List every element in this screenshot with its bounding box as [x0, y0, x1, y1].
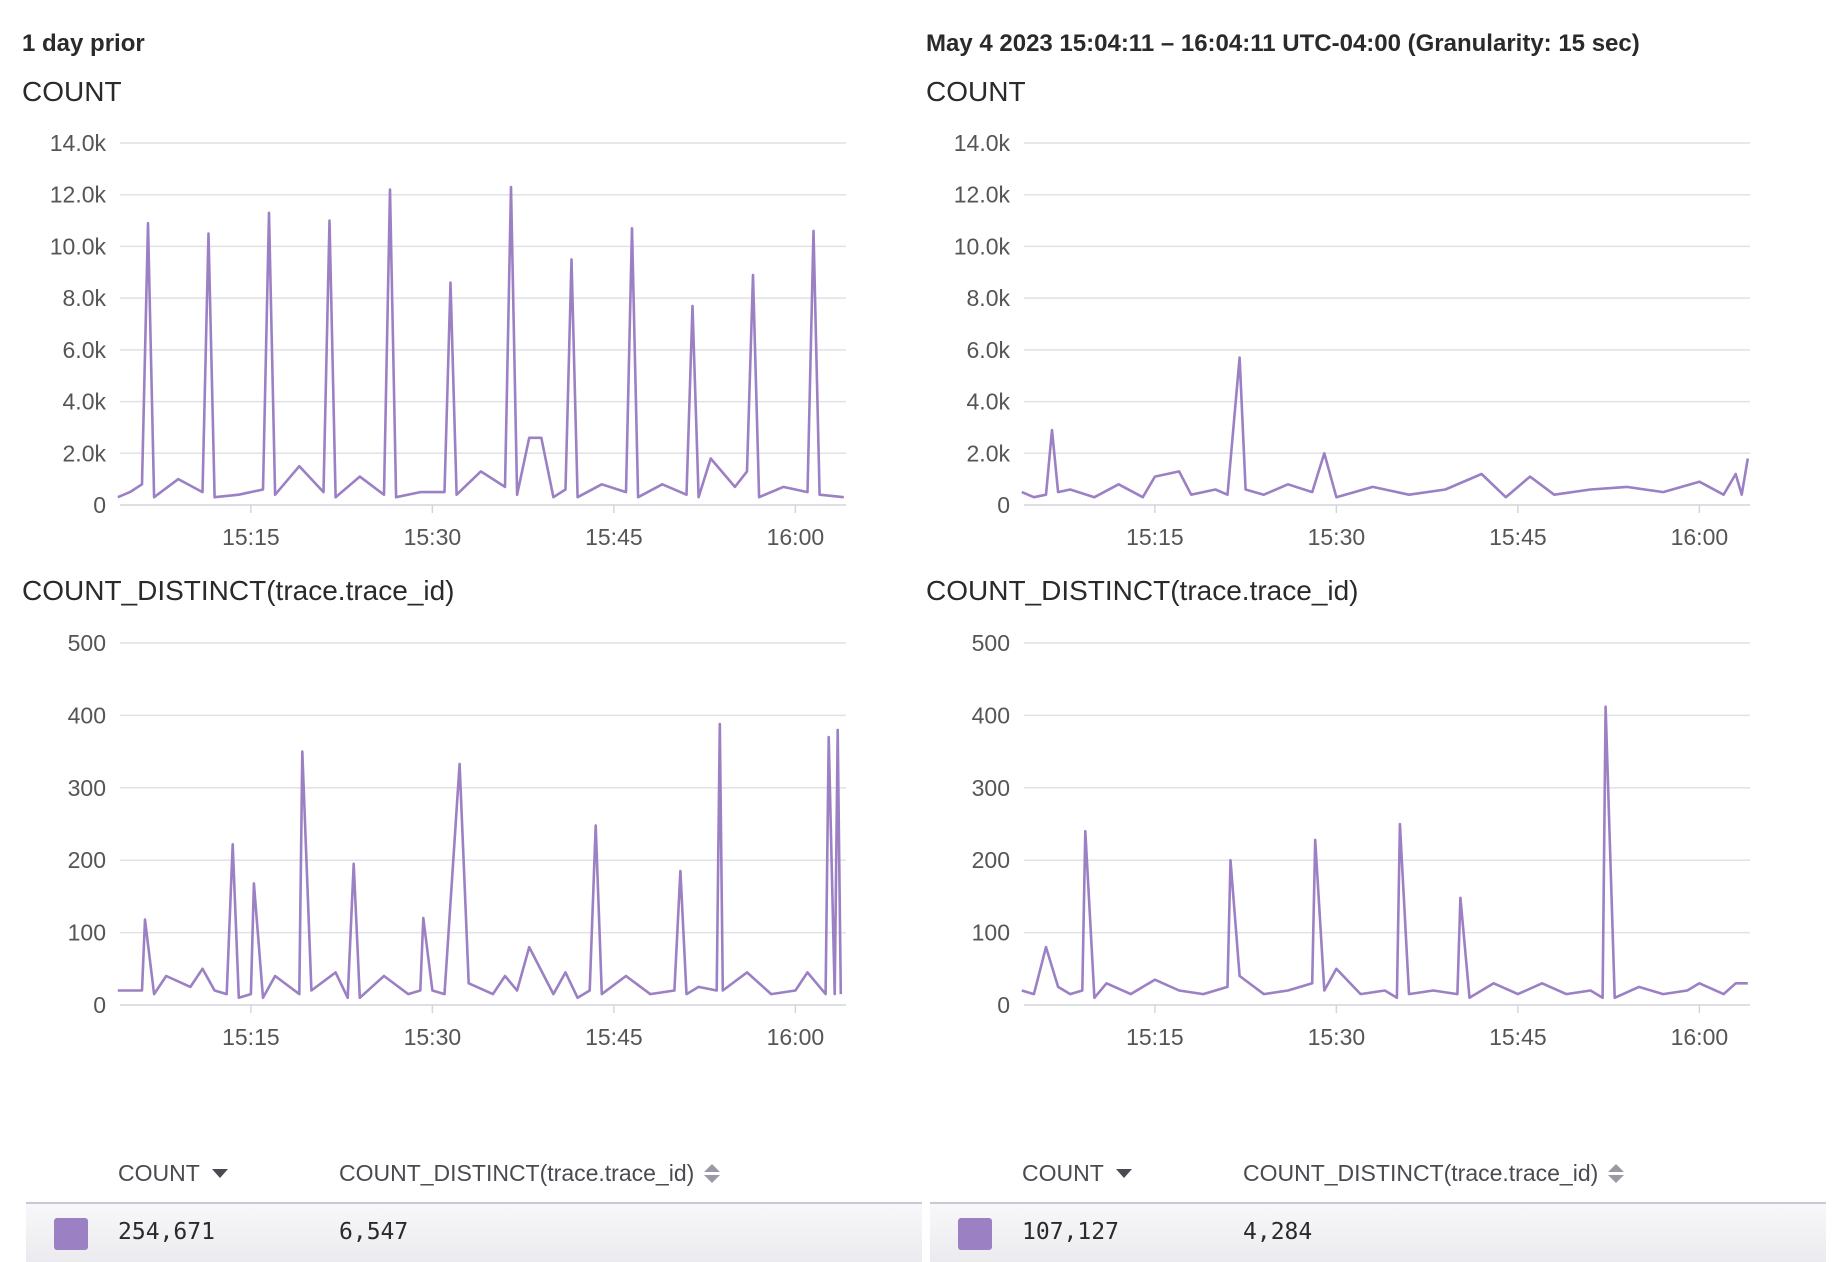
- y-tick-label: 2.0k: [63, 440, 107, 466]
- sort-toggle-icon[interactable]: [704, 1164, 721, 1183]
- count-chart[interactable]: 0 2.0k 4.0k 6.0k 8.0k 10.0k 12.0k 14.0k 15:15 15:…: [904, 125, 1808, 565]
- series-line[interactable]: [117, 722, 843, 1000]
- series-line[interactable]: [1021, 356, 1750, 499]
- chart-title-count-distinct: COUNT_DISTINCT(trace.trace_id): [22, 575, 455, 606]
- y-tick-label: 4.0k: [967, 389, 1011, 415]
- count-chart[interactable]: 0 2.0k 4.0k 6.0k 8.0k 10.0k 12.0k 14.0k 15:15 15:…: [0, 125, 904, 565]
- cell-count: 107,127: [1022, 1219, 1119, 1245]
- table-row[interactable]: 254,671 6,547: [26, 1204, 922, 1262]
- table-header-row: COUNT COUNT_DISTINCT(trace.trace_id): [930, 1148, 1826, 1204]
- y-tick-label: 10.0k: [50, 233, 107, 259]
- x-tick-label: 15:45: [585, 1024, 643, 1050]
- y-tick-label: 300: [68, 775, 106, 801]
- y-tick-label: 4.0k: [63, 389, 107, 415]
- y-tick-label: 400: [68, 702, 106, 728]
- y-tick-label: 12.0k: [954, 182, 1011, 208]
- series-color-swatch: [958, 1218, 992, 1250]
- x-tick-label: 15:45: [1489, 1024, 1547, 1050]
- table-header-row: COUNT COUNT_DISTINCT(trace.trace_id): [26, 1148, 922, 1204]
- chart-title-count: COUNT: [22, 76, 122, 107]
- column-header-count-distinct[interactable]: COUNT_DISTINCT(trace.trace_id): [339, 1160, 721, 1187]
- y-tick-label: 400: [972, 702, 1010, 728]
- panel-header: May 4 2023 15:04:11 – 16:04:11 UTC-04:00…: [926, 30, 1640, 57]
- x-tick-label: 15:30: [404, 524, 462, 550]
- chart-title-count: COUNT: [926, 76, 1026, 107]
- column-header-count[interactable]: COUNT: [118, 1160, 228, 1187]
- y-tick-label: 6.0k: [63, 337, 107, 363]
- y-tick-label: 0: [997, 492, 1010, 518]
- series-line[interactable]: [1021, 705, 1748, 1000]
- y-tick-label: 300: [972, 775, 1010, 801]
- count-distinct-chart[interactable]: 0 100 200 300 400 500 15:15 15:30 15:45 16:00: [0, 625, 904, 1065]
- y-tick-label: 100: [68, 920, 106, 946]
- x-tick-label: 15:30: [404, 1024, 462, 1050]
- column-header-count-distinct-label: COUNT_DISTINCT(trace.trace_id): [339, 1160, 695, 1186]
- panel-current-range: May 4 2023 15:04:11 – 16:04:11 UTC-04:00…: [904, 0, 1826, 1262]
- x-tick-label: 16:00: [767, 524, 825, 550]
- y-tick-label: 200: [68, 847, 106, 873]
- x-tick-label: 16:00: [1671, 1024, 1729, 1050]
- table-row[interactable]: 107,127 4,284: [930, 1204, 1826, 1262]
- series-line[interactable]: [117, 185, 844, 499]
- y-tick-label: 14.0k: [954, 130, 1011, 156]
- y-tick-label: 6.0k: [967, 337, 1011, 363]
- y-tick-label: 8.0k: [63, 285, 107, 311]
- panel-one-day-prior: 1 day prior COUNT 0 2.0k 4.0k 6.0k 8.0k 10.0k…: [0, 0, 922, 1262]
- column-header-count[interactable]: COUNT: [1022, 1160, 1132, 1187]
- cell-count: 254,671: [118, 1219, 215, 1245]
- y-tick-label: 14.0k: [50, 130, 107, 156]
- count-distinct-chart[interactable]: 0 100 200 300 400 500 15:15 15:30 15:45 16:00: [904, 625, 1808, 1065]
- sort-descending-icon[interactable]: [1115, 1169, 1132, 1178]
- column-header-count-distinct[interactable]: COUNT_DISTINCT(trace.trace_id): [1243, 1160, 1625, 1187]
- column-header-count-distinct-label: COUNT_DISTINCT(trace.trace_id): [1243, 1160, 1599, 1186]
- column-header-count-label: COUNT: [1022, 1160, 1104, 1186]
- x-tick-label: 15:30: [1308, 524, 1366, 550]
- y-tick-label: 0: [93, 492, 106, 518]
- x-tick-label: 16:00: [767, 1024, 825, 1050]
- panel-header: 1 day prior: [22, 30, 145, 57]
- y-tick-label: 200: [972, 847, 1010, 873]
- column-header-count-label: COUNT: [118, 1160, 200, 1186]
- y-tick-label: 12.0k: [50, 182, 107, 208]
- x-tick-label: 15:45: [585, 524, 643, 550]
- y-tick-label: 2.0k: [967, 440, 1011, 466]
- y-tick-label: 8.0k: [967, 285, 1011, 311]
- cell-count-distinct: 6,547: [339, 1219, 409, 1245]
- results-table: COUNT COUNT_DISTINCT(trace.trace_id) 107…: [930, 1148, 1826, 1262]
- y-tick-label: 500: [68, 630, 106, 656]
- x-tick-label: 15:15: [222, 524, 280, 550]
- y-tick-label: 10.0k: [954, 233, 1011, 259]
- x-tick-label: 15:15: [1126, 1024, 1184, 1050]
- results-table: COUNT COUNT_DISTINCT(trace.trace_id) 254…: [26, 1148, 922, 1262]
- x-tick-label: 15:45: [1489, 524, 1547, 550]
- x-tick-label: 15:30: [1308, 1024, 1366, 1050]
- y-tick-label: 0: [997, 992, 1010, 1018]
- y-tick-label: 500: [972, 630, 1010, 656]
- x-tick-label: 15:15: [222, 1024, 280, 1050]
- series-color-swatch: [54, 1218, 88, 1250]
- sort-toggle-icon[interactable]: [1608, 1164, 1625, 1183]
- sort-descending-icon[interactable]: [211, 1169, 228, 1178]
- y-tick-label: 100: [972, 920, 1010, 946]
- y-tick-label: 0: [93, 992, 106, 1018]
- x-tick-label: 16:00: [1671, 524, 1729, 550]
- x-tick-label: 15:15: [1126, 524, 1184, 550]
- chart-title-count-distinct: COUNT_DISTINCT(trace.trace_id): [926, 575, 1359, 606]
- cell-count-distinct: 4,284: [1243, 1219, 1313, 1245]
